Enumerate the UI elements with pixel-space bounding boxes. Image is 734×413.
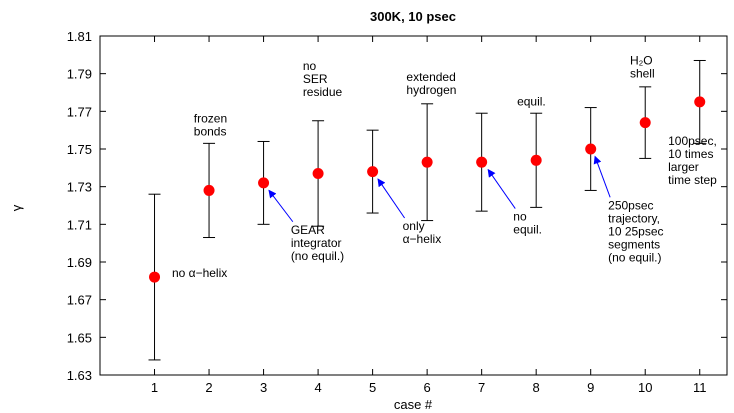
x-tick-label: 2 bbox=[205, 380, 212, 395]
annotation-label: no α−helix bbox=[172, 266, 227, 280]
y-tick-label: 1.73 bbox=[67, 180, 92, 195]
axes-frame bbox=[99, 35, 728, 376]
x-tick-label: 4 bbox=[314, 380, 321, 395]
x-tick-label: 1 bbox=[151, 380, 158, 395]
data-point bbox=[421, 156, 433, 168]
annotation-label: 250psec trajectory, 10 25psec segments (no e… bbox=[608, 198, 663, 264]
annotation-label: 100psec, 10 times larger time step bbox=[668, 134, 717, 187]
x-tick-label: 7 bbox=[478, 380, 485, 395]
annotation-label: no SER residue bbox=[303, 59, 343, 99]
data-point bbox=[639, 117, 651, 129]
annotation-label: GEAR integrator (no equil.) bbox=[291, 223, 344, 263]
annotation-arrow bbox=[593, 155, 611, 198]
annotation-label: H₂O shell bbox=[630, 53, 655, 80]
plot-frame bbox=[99, 35, 728, 376]
data-point bbox=[312, 167, 324, 179]
annotation-arrow bbox=[487, 168, 516, 209]
annotation-label: no equil. bbox=[513, 210, 542, 237]
x-tick-label: 11 bbox=[693, 380, 707, 395]
data-point bbox=[694, 96, 706, 108]
annotation-arrow bbox=[268, 189, 294, 223]
x-tick-label: 5 bbox=[369, 380, 376, 395]
x-tick-label: 3 bbox=[260, 380, 267, 395]
annotation-label: equil. bbox=[517, 95, 546, 109]
data-point bbox=[149, 271, 161, 283]
y-tick-label: 1.77 bbox=[67, 104, 92, 119]
annotation-arrow bbox=[377, 178, 406, 219]
annotation-label: extended hydrogen bbox=[406, 70, 456, 97]
data-point bbox=[203, 184, 215, 196]
x-tick-label: 8 bbox=[533, 380, 540, 395]
y-tick-label: 1.81 bbox=[67, 29, 92, 44]
y-axis: 1.63 1.65 1.67 1.69 1.71 1.73 1.75 1.77 1.79 1.81 bbox=[67, 29, 727, 383]
y-tick-label: 1.75 bbox=[67, 142, 92, 157]
y-tick-label: 1.71 bbox=[67, 217, 92, 232]
y-tick-label: 1.79 bbox=[67, 67, 92, 82]
annotations: no α−helix frozen bonds GEAR integrator (no e… bbox=[172, 53, 717, 280]
data-point bbox=[530, 154, 542, 166]
y-axis-label: γ bbox=[9, 204, 24, 211]
x-tick-label: 10 bbox=[638, 380, 652, 395]
annotation-label: only α−helix bbox=[403, 219, 442, 246]
y-tick-label: 1.69 bbox=[67, 255, 92, 270]
x-axis: 1 2 3 4 5 6 7 8 9 10 11 bbox=[151, 36, 707, 395]
x-tick-label: 6 bbox=[424, 380, 431, 395]
chart-title: 300K, 10 psec bbox=[370, 9, 456, 24]
annotation-label: frozen bonds bbox=[194, 112, 227, 139]
y-tick-label: 1.63 bbox=[67, 368, 92, 383]
y-tick-label: 1.67 bbox=[67, 293, 92, 308]
data-point bbox=[476, 156, 488, 168]
y-tick-label: 1.65 bbox=[67, 330, 92, 345]
x-tick-label: 9 bbox=[587, 380, 594, 395]
data-point bbox=[585, 143, 597, 155]
data-point bbox=[258, 177, 270, 189]
data-points bbox=[149, 96, 706, 283]
x-axis-label: case # bbox=[394, 397, 433, 412]
data-point bbox=[367, 166, 379, 178]
